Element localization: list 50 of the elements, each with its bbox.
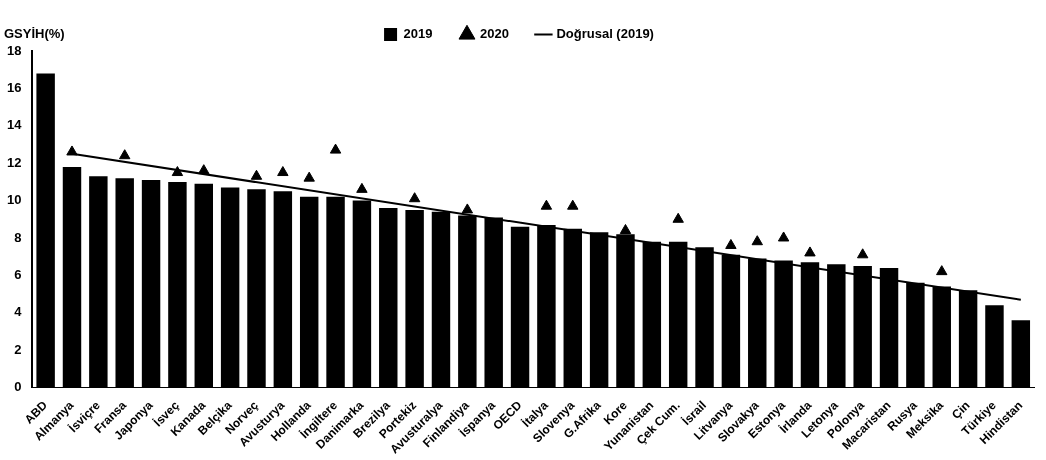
point bbox=[777, 231, 790, 242]
bar bbox=[141, 180, 161, 388]
legend-label: 2019 bbox=[403, 26, 433, 42]
bar bbox=[220, 187, 240, 388]
point bbox=[356, 182, 368, 193]
point bbox=[461, 203, 474, 214]
point bbox=[936, 265, 948, 276]
bar bbox=[62, 166, 82, 388]
bar bbox=[1011, 320, 1031, 388]
point bbox=[856, 248, 869, 259]
y-tick-label: 10 bbox=[6, 192, 22, 208]
point bbox=[619, 224, 632, 234]
bar bbox=[985, 305, 1004, 388]
bar bbox=[89, 176, 108, 388]
bar bbox=[194, 183, 213, 388]
y-tick-label: 16 bbox=[6, 79, 22, 95]
y-tick-label: 4 bbox=[14, 304, 23, 320]
bar bbox=[299, 196, 319, 388]
bar bbox=[379, 208, 398, 388]
bar bbox=[273, 191, 293, 388]
point bbox=[804, 246, 816, 257]
bar bbox=[510, 226, 530, 388]
point bbox=[119, 149, 131, 160]
y-tick-label: 12 bbox=[6, 154, 22, 170]
y-tick-label: 18 bbox=[6, 42, 22, 58]
y-tick-label: 0 bbox=[14, 379, 22, 395]
point bbox=[567, 199, 579, 210]
bar bbox=[36, 73, 55, 388]
y-tick-label: 14 bbox=[6, 117, 23, 133]
point bbox=[303, 171, 315, 182]
point bbox=[725, 238, 737, 249]
y-axis-title: GSYİH(%) bbox=[4, 26, 65, 42]
point bbox=[751, 235, 763, 246]
legend-label: 2020 bbox=[479, 26, 509, 42]
point bbox=[198, 164, 210, 175]
y-tick-label: 6 bbox=[14, 266, 22, 282]
bar bbox=[247, 189, 266, 388]
bar bbox=[168, 181, 187, 388]
point bbox=[250, 169, 263, 180]
point bbox=[66, 145, 78, 156]
y-tick-label: 8 bbox=[14, 229, 22, 245]
legend-label: Doğrusal (2019) bbox=[556, 26, 654, 42]
point bbox=[672, 212, 684, 223]
bar bbox=[115, 178, 134, 388]
point bbox=[408, 192, 421, 203]
point bbox=[329, 143, 342, 154]
point bbox=[540, 199, 553, 210]
point bbox=[171, 166, 184, 177]
y-tick-label: 2 bbox=[14, 341, 22, 357]
point bbox=[277, 166, 289, 177]
